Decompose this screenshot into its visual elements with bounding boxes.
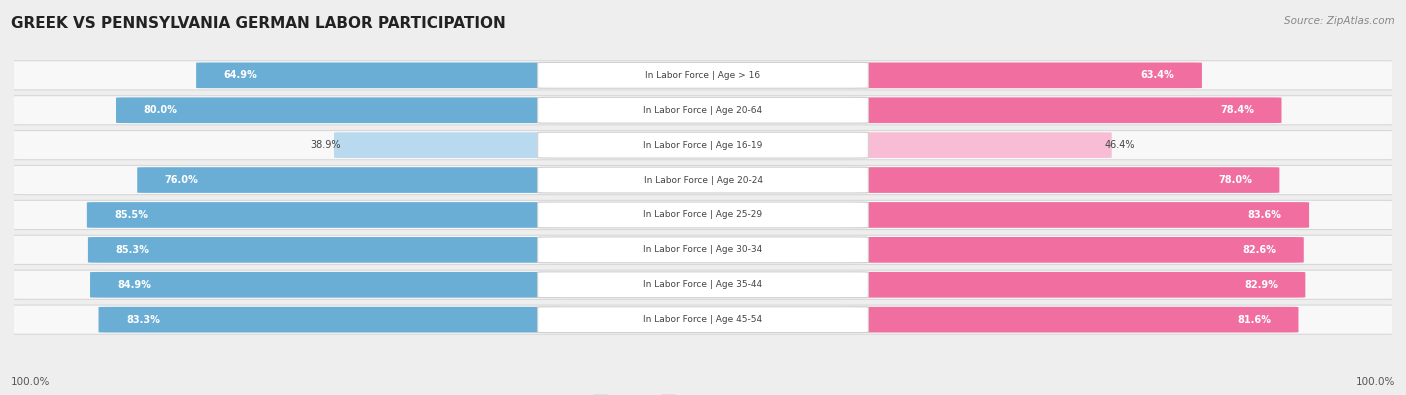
FancyBboxPatch shape: [117, 98, 562, 123]
FancyBboxPatch shape: [537, 132, 869, 158]
FancyBboxPatch shape: [844, 132, 1112, 158]
Text: In Labor Force | Age 25-29: In Labor Force | Age 25-29: [644, 211, 762, 220]
Text: In Labor Force | Age 16-19: In Labor Force | Age 16-19: [644, 141, 762, 150]
Text: In Labor Force | Age 20-64: In Labor Force | Age 20-64: [644, 106, 762, 115]
Text: Source: ZipAtlas.com: Source: ZipAtlas.com: [1284, 16, 1395, 26]
Text: In Labor Force | Age 45-54: In Labor Force | Age 45-54: [644, 315, 762, 324]
FancyBboxPatch shape: [844, 62, 1202, 88]
Text: 84.9%: 84.9%: [118, 280, 152, 290]
FancyBboxPatch shape: [10, 235, 1396, 264]
Text: 83.3%: 83.3%: [127, 315, 160, 325]
Text: In Labor Force | Age > 16: In Labor Force | Age > 16: [645, 71, 761, 80]
FancyBboxPatch shape: [98, 307, 562, 333]
FancyBboxPatch shape: [537, 307, 869, 333]
FancyBboxPatch shape: [10, 305, 1396, 334]
Text: In Labor Force | Age 30-34: In Labor Force | Age 30-34: [644, 245, 762, 254]
Text: 85.3%: 85.3%: [115, 245, 149, 255]
FancyBboxPatch shape: [537, 167, 869, 193]
Text: 78.4%: 78.4%: [1220, 105, 1254, 115]
FancyBboxPatch shape: [537, 202, 869, 228]
Text: In Labor Force | Age 35-44: In Labor Force | Age 35-44: [644, 280, 762, 289]
FancyBboxPatch shape: [10, 96, 1396, 125]
Text: 82.9%: 82.9%: [1244, 280, 1278, 290]
FancyBboxPatch shape: [844, 307, 1299, 333]
FancyBboxPatch shape: [87, 202, 562, 228]
Text: 80.0%: 80.0%: [143, 105, 177, 115]
FancyBboxPatch shape: [537, 237, 869, 263]
FancyBboxPatch shape: [335, 132, 562, 158]
FancyBboxPatch shape: [537, 272, 869, 298]
FancyBboxPatch shape: [537, 62, 869, 88]
FancyBboxPatch shape: [10, 166, 1396, 195]
FancyBboxPatch shape: [10, 200, 1396, 229]
FancyBboxPatch shape: [90, 272, 562, 297]
Text: 81.6%: 81.6%: [1237, 315, 1271, 325]
Text: 83.6%: 83.6%: [1247, 210, 1281, 220]
FancyBboxPatch shape: [844, 167, 1279, 193]
FancyBboxPatch shape: [844, 272, 1305, 297]
FancyBboxPatch shape: [844, 98, 1281, 123]
Text: 82.6%: 82.6%: [1243, 245, 1277, 255]
FancyBboxPatch shape: [844, 237, 1303, 263]
FancyBboxPatch shape: [195, 62, 562, 88]
FancyBboxPatch shape: [138, 167, 562, 193]
Text: In Labor Force | Age 20-24: In Labor Force | Age 20-24: [644, 175, 762, 184]
Text: 76.0%: 76.0%: [165, 175, 198, 185]
FancyBboxPatch shape: [89, 237, 562, 263]
Text: 63.4%: 63.4%: [1140, 70, 1174, 80]
FancyBboxPatch shape: [10, 61, 1396, 90]
Text: GREEK VS PENNSYLVANIA GERMAN LABOR PARTICIPATION: GREEK VS PENNSYLVANIA GERMAN LABOR PARTI…: [11, 16, 506, 31]
Text: 64.9%: 64.9%: [224, 70, 257, 80]
Text: 78.0%: 78.0%: [1218, 175, 1251, 185]
Text: 38.9%: 38.9%: [311, 140, 340, 150]
Text: 46.4%: 46.4%: [1105, 140, 1135, 150]
FancyBboxPatch shape: [537, 97, 869, 123]
Text: 100.0%: 100.0%: [1355, 377, 1395, 387]
FancyBboxPatch shape: [10, 131, 1396, 160]
FancyBboxPatch shape: [10, 270, 1396, 299]
Text: 100.0%: 100.0%: [11, 377, 51, 387]
Text: 85.5%: 85.5%: [114, 210, 148, 220]
FancyBboxPatch shape: [844, 202, 1309, 228]
